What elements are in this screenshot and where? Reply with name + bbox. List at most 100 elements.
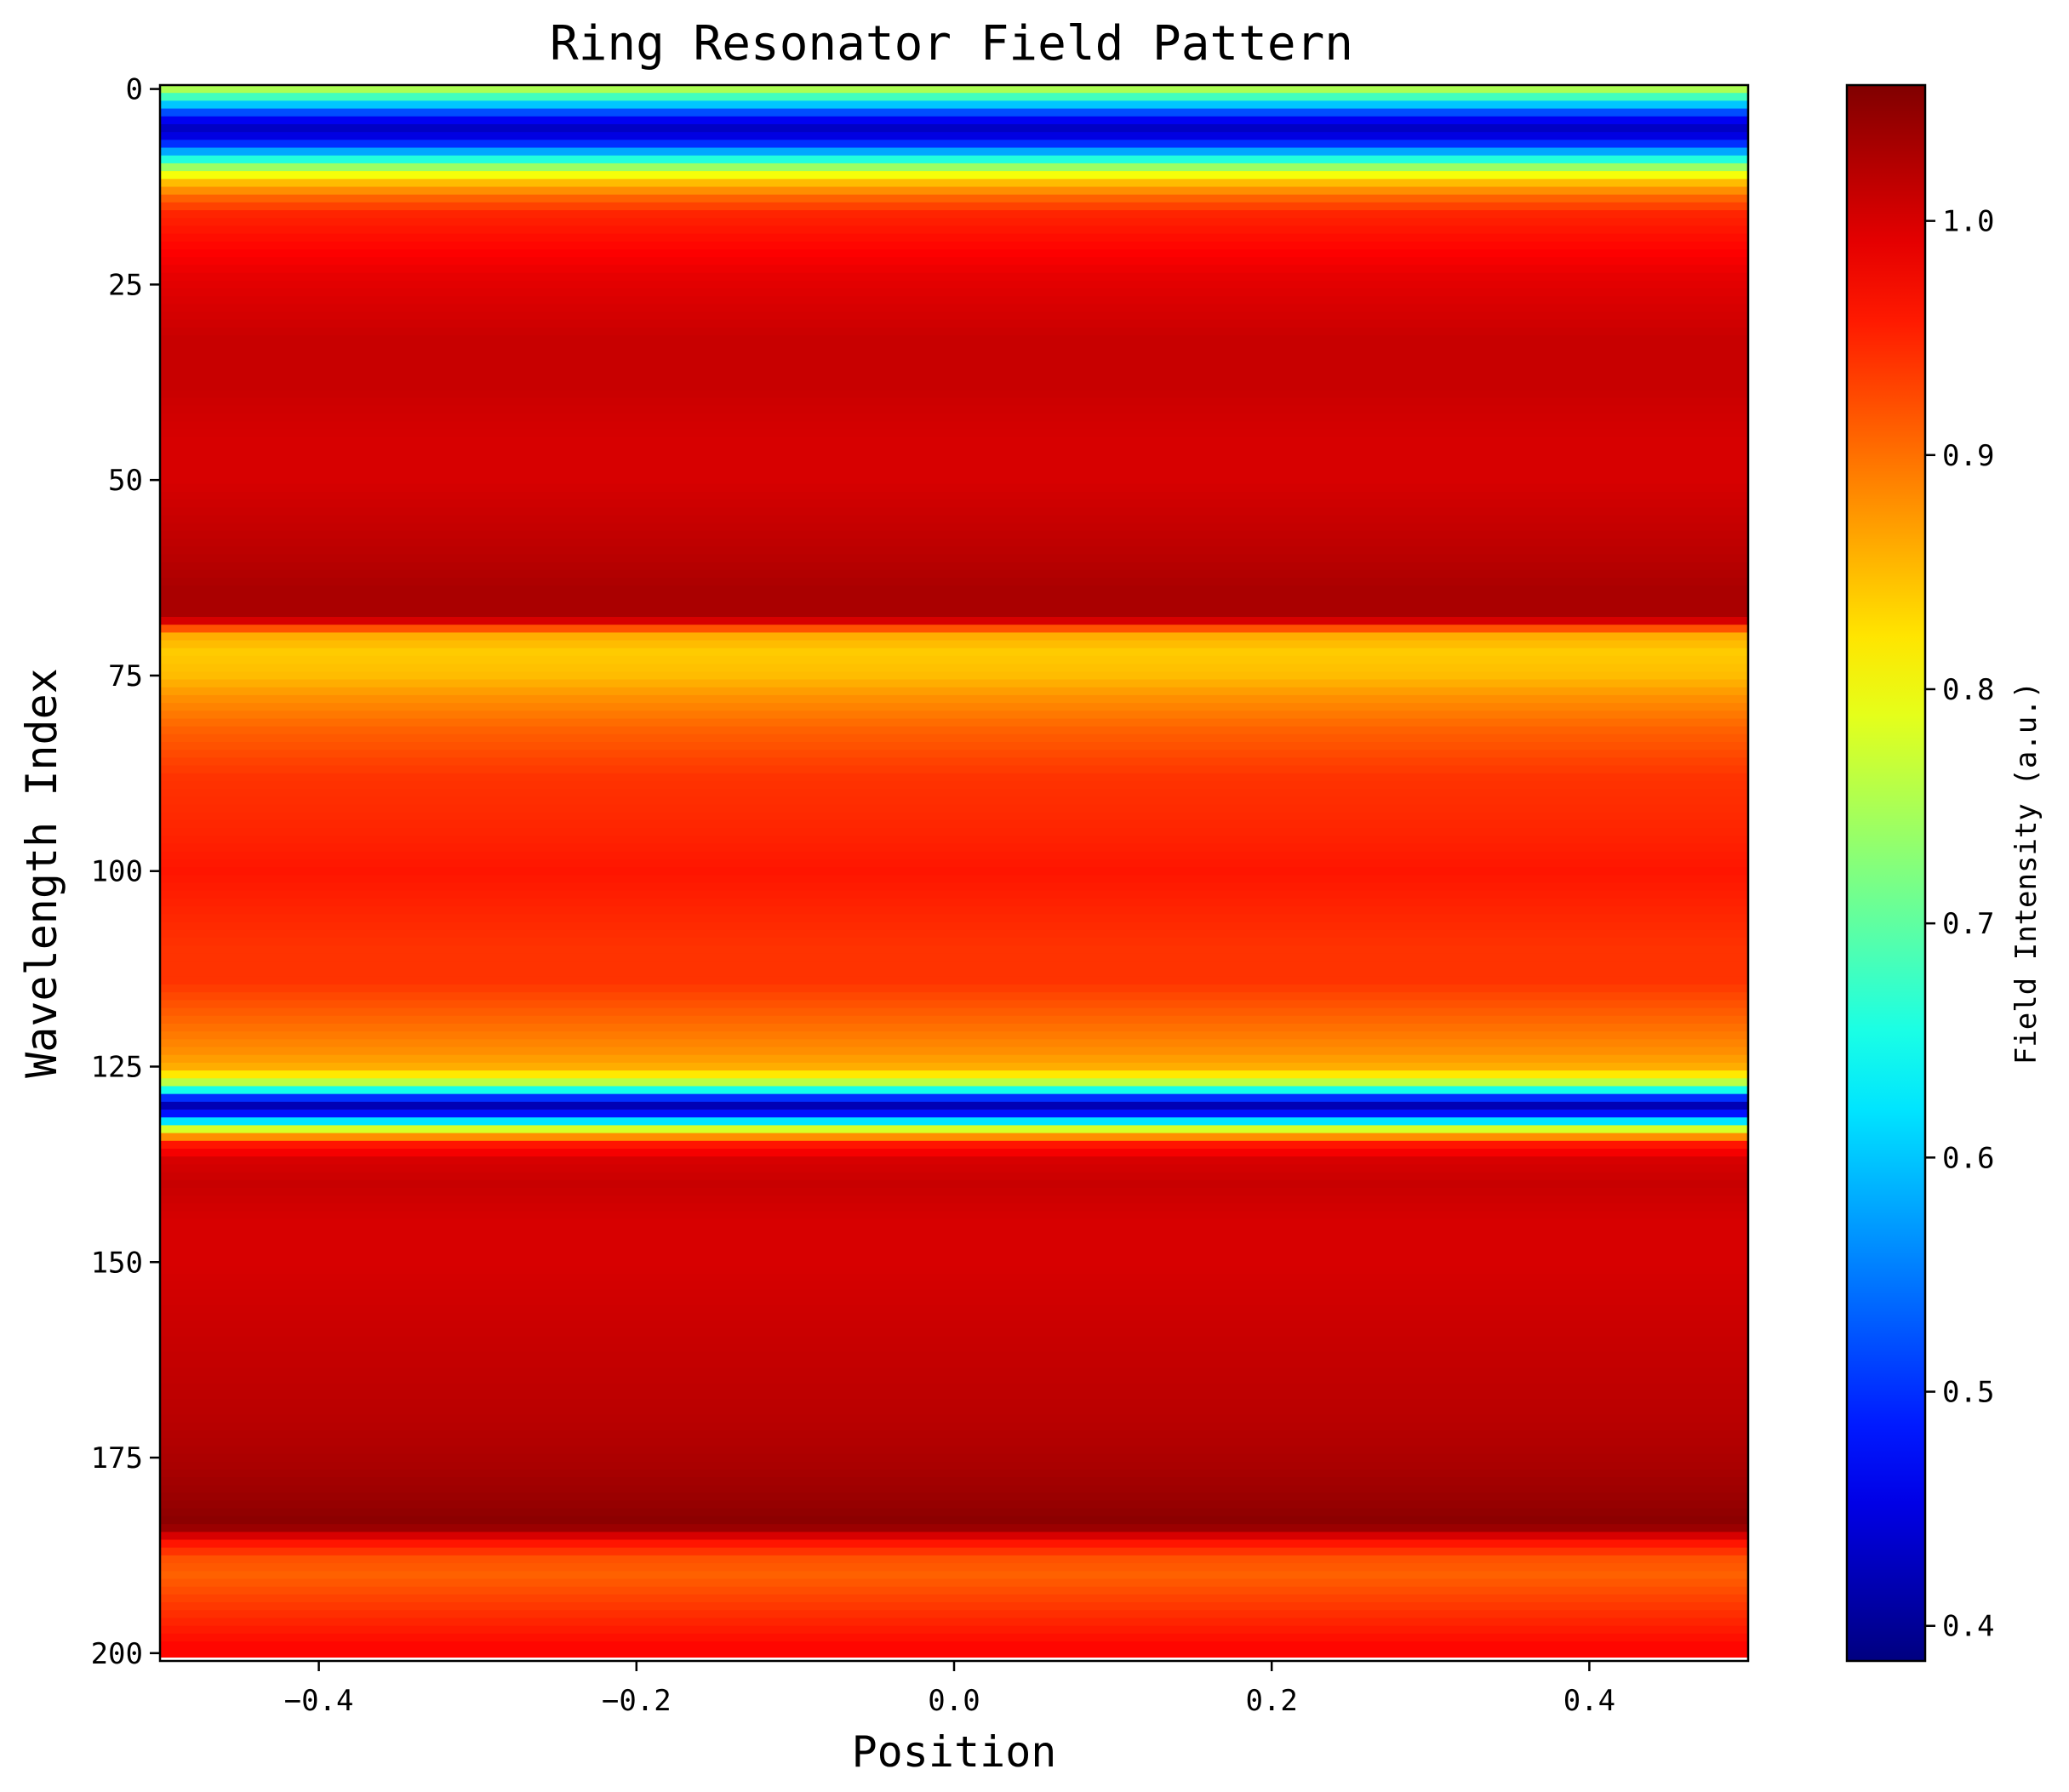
heatmap-row xyxy=(160,1414,1748,1424)
heatmap-row xyxy=(160,1047,1748,1056)
heatmap-row xyxy=(160,233,1748,243)
heatmap-row xyxy=(160,1258,1748,1267)
heatmap-row xyxy=(160,836,1748,845)
heatmap-row xyxy=(160,733,1748,743)
heatmap-row xyxy=(160,1586,1748,1595)
heatmap-row xyxy=(160,843,1748,853)
heatmap-row xyxy=(160,132,1748,140)
heatmap-row xyxy=(160,1289,1748,1298)
heatmap-row xyxy=(160,1117,1748,1127)
heatmap-row xyxy=(160,687,1748,696)
heatmap-row xyxy=(160,1563,1748,1572)
heatmap-row xyxy=(160,828,1748,836)
heatmap-row xyxy=(160,343,1748,352)
heatmap-row xyxy=(160,257,1748,265)
heatmap-row xyxy=(160,123,1748,133)
heatmap-row xyxy=(160,1274,1748,1282)
x-tick-label: 0.0 xyxy=(928,1684,980,1718)
heatmap-row xyxy=(160,405,1748,414)
heatmap-row xyxy=(160,1101,1748,1110)
heatmap-row xyxy=(160,875,1748,884)
heatmap-row xyxy=(160,390,1748,399)
heatmap-row xyxy=(160,499,1748,508)
heatmap-row xyxy=(160,554,1748,563)
heatmap-row xyxy=(160,155,1748,164)
heatmap-row xyxy=(160,1086,1748,1095)
heatmap-row xyxy=(160,640,1748,649)
heatmap-row xyxy=(160,1422,1748,1431)
heatmap-row xyxy=(160,218,1748,227)
heatmap-row xyxy=(160,773,1748,782)
y-tick-label: 75 xyxy=(108,659,143,693)
heatmap-row xyxy=(160,374,1748,383)
heatmap-row xyxy=(160,968,1748,978)
heatmap-row xyxy=(160,491,1748,500)
heatmap-row xyxy=(160,945,1748,954)
heatmap-row xyxy=(160,358,1748,368)
heatmap-row xyxy=(160,601,1748,610)
heatmap-row xyxy=(160,922,1748,931)
heatmap-row xyxy=(160,1446,1748,1455)
heatmap-row xyxy=(160,882,1748,892)
heatmap-row xyxy=(160,1351,1748,1361)
heatmap-row xyxy=(160,147,1748,157)
heatmap-row xyxy=(160,1297,1748,1306)
heatmap-row xyxy=(160,100,1748,110)
heatmap-row xyxy=(160,1078,1748,1087)
heatmap-row xyxy=(160,444,1748,454)
heatmap-row xyxy=(160,1578,1748,1588)
heatmap-row xyxy=(160,1196,1748,1204)
heatmap-row xyxy=(160,1218,1748,1228)
heatmap-row xyxy=(160,1375,1748,1384)
heatmap-row xyxy=(160,569,1748,579)
heatmap-row xyxy=(160,1594,1748,1603)
heatmap-row xyxy=(160,1156,1748,1165)
heatmap-row xyxy=(160,1321,1748,1329)
colorbar-tick-label: 0.8 xyxy=(1942,673,1994,707)
heatmap-row xyxy=(160,1164,1748,1173)
colorbar-tick-label: 1.0 xyxy=(1942,205,1994,239)
heatmap-row xyxy=(160,93,1748,101)
y-tick-label: 25 xyxy=(108,268,143,302)
x-tick-label: −0.4 xyxy=(284,1684,354,1718)
heatmap-row xyxy=(160,616,1748,625)
heatmap-row xyxy=(160,1390,1748,1400)
y-axis-label: Wavelength Index xyxy=(17,668,66,1078)
heatmap-row xyxy=(160,781,1748,790)
heatmap-row xyxy=(160,335,1748,344)
heatmap-row xyxy=(160,476,1748,485)
heatmap-row xyxy=(160,1438,1748,1447)
heatmap-row xyxy=(160,1054,1748,1064)
heatmap-row xyxy=(160,1555,1748,1564)
heatmap-row xyxy=(160,906,1748,915)
heatmap-row xyxy=(160,632,1748,642)
heatmap-row xyxy=(160,711,1748,720)
y-tick-label: 125 xyxy=(91,1050,143,1084)
heatmap-row xyxy=(160,483,1748,493)
heatmap-row xyxy=(160,1453,1748,1463)
heatmap-row xyxy=(160,351,1748,360)
heatmap-row xyxy=(160,327,1748,336)
heatmap-row xyxy=(160,765,1748,774)
heatmap-row xyxy=(160,1304,1748,1314)
heatmap-row xyxy=(160,976,1748,985)
heatmap-row xyxy=(160,1492,1748,1502)
heatmap-row xyxy=(160,421,1748,431)
heatmap-row xyxy=(160,679,1748,688)
heatmap-row xyxy=(160,1093,1748,1103)
y-tick-label: 0 xyxy=(126,73,143,107)
heatmap-row xyxy=(160,578,1748,586)
heatmap-row xyxy=(160,202,1748,211)
heatmap-row xyxy=(160,1062,1748,1071)
heatmap-row xyxy=(160,366,1748,375)
x-tick-label: 0.4 xyxy=(1563,1684,1615,1718)
x-axis-label: Position xyxy=(852,1727,1057,1777)
heatmap-row xyxy=(160,429,1748,438)
heatmap-row xyxy=(160,867,1748,876)
heatmap-row xyxy=(160,1023,1748,1032)
heatmap-row xyxy=(160,1172,1748,1181)
colorbar xyxy=(1845,83,1927,1663)
heatmap-row xyxy=(160,1515,1748,1525)
heatmap-row xyxy=(160,1179,1748,1189)
heatmap-row xyxy=(160,1524,1748,1532)
